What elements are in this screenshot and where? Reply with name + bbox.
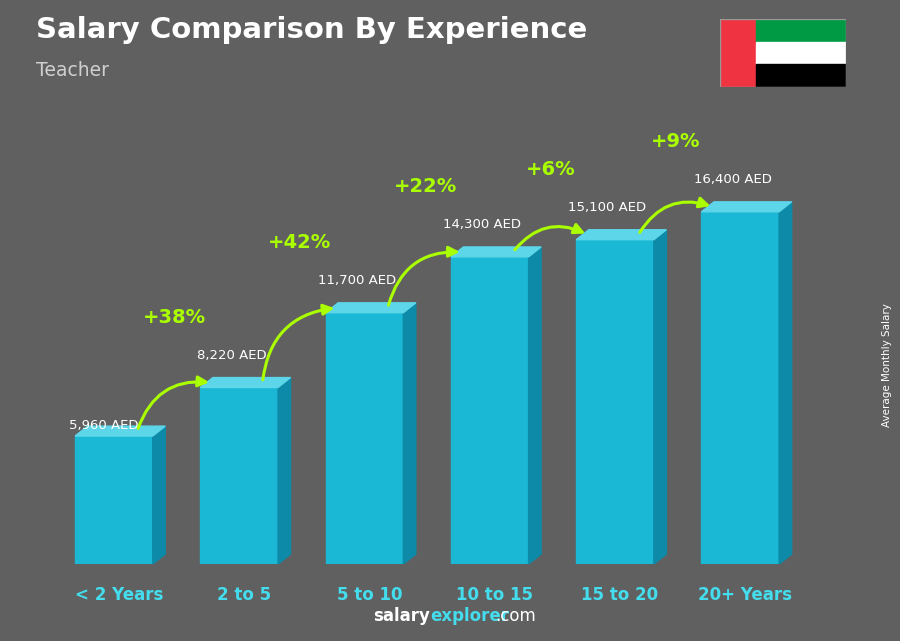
- Text: 15,100 AED: 15,100 AED: [568, 201, 646, 214]
- Polygon shape: [779, 202, 792, 564]
- Polygon shape: [75, 426, 166, 436]
- Text: Average Monthly Salary: Average Monthly Salary: [881, 303, 892, 428]
- Text: explorer: explorer: [430, 607, 509, 625]
- Text: 5 to 10: 5 to 10: [337, 586, 402, 604]
- Text: salary: salary: [374, 607, 430, 625]
- Text: +38%: +38%: [143, 308, 206, 327]
- Text: Salary Comparison By Experience: Salary Comparison By Experience: [36, 16, 587, 44]
- Bar: [756, 19, 846, 42]
- Text: 14,300 AED: 14,300 AED: [443, 218, 521, 231]
- Bar: [451, 257, 528, 564]
- Bar: [326, 313, 403, 564]
- Polygon shape: [153, 426, 166, 564]
- Polygon shape: [576, 229, 666, 240]
- Bar: [75, 436, 153, 564]
- Text: +6%: +6%: [526, 160, 575, 179]
- Text: +9%: +9%: [651, 132, 700, 151]
- Text: 16,400 AED: 16,400 AED: [694, 173, 771, 186]
- Bar: [720, 19, 756, 87]
- Polygon shape: [326, 303, 416, 313]
- Polygon shape: [654, 229, 666, 564]
- Text: 5,960 AED: 5,960 AED: [68, 419, 139, 432]
- Bar: [756, 42, 846, 64]
- Text: +42%: +42%: [268, 233, 331, 252]
- Polygon shape: [278, 378, 291, 564]
- Text: .com: .com: [495, 607, 536, 625]
- Text: 2 to 5: 2 to 5: [217, 586, 271, 604]
- Bar: [701, 212, 779, 564]
- Text: 8,220 AED: 8,220 AED: [196, 349, 266, 362]
- Text: +22%: +22%: [393, 178, 457, 196]
- Bar: [576, 240, 654, 564]
- Polygon shape: [403, 303, 416, 564]
- Polygon shape: [451, 247, 541, 257]
- Text: 20+ Years: 20+ Years: [698, 586, 792, 604]
- Bar: [201, 388, 278, 564]
- Bar: [756, 64, 846, 87]
- Text: 15 to 20: 15 to 20: [581, 586, 659, 604]
- Polygon shape: [201, 378, 291, 388]
- Text: < 2 Years: < 2 Years: [75, 586, 163, 604]
- Polygon shape: [701, 202, 792, 212]
- Text: Teacher: Teacher: [36, 61, 109, 80]
- Text: 10 to 15: 10 to 15: [456, 586, 534, 604]
- Text: 11,700 AED: 11,700 AED: [318, 274, 396, 287]
- Polygon shape: [528, 247, 541, 564]
